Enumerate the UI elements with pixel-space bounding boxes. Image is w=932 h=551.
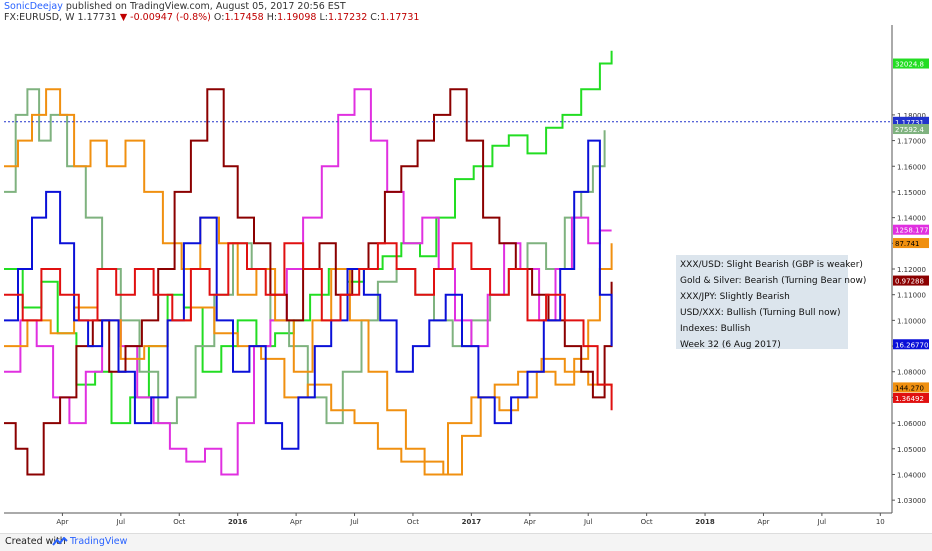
x-tick-label: 2016 <box>228 518 248 526</box>
y-tick-label: 1.11000 <box>897 292 926 300</box>
x-tick-label: 2018 <box>695 518 715 526</box>
value-label-bg <box>893 339 929 350</box>
publish-info: published on TradingView.com, August 05,… <box>65 1 346 12</box>
x-tick-label: Apr <box>524 518 536 526</box>
value-label: 1.36492 <box>895 395 924 403</box>
y-tick-label: 1.04000 <box>897 471 926 479</box>
value-label: 0.97288 <box>895 278 924 286</box>
value-label: 87.741 <box>895 240 920 248</box>
note-line: USD/XXX: Bullish (Turning Bull now) <box>680 308 841 318</box>
x-tick-label: Oct <box>641 518 653 526</box>
x-tick-label: Jul <box>116 518 126 526</box>
y-tick-label: 1.14000 <box>897 215 926 223</box>
high-label: H: <box>266 12 278 23</box>
note-line: Indexes: Bullish <box>680 324 751 334</box>
symbol-line: FX:EURUSD, W 1.17731 ▼ -0.00947 (-0.8%) … <box>4 12 419 23</box>
price-line-label: 1.17731 <box>895 119 924 127</box>
symbol-label: FX:EURUSD, W <box>4 12 75 23</box>
notes-box: XXX/USD: Slight Bearish (GBP is weaker) … <box>676 255 866 350</box>
y-tick-label: 1.05000 <box>897 446 926 454</box>
value-label-bg <box>893 58 929 69</box>
value-label-bg <box>893 392 929 403</box>
created-with-label: Created with <box>5 536 66 547</box>
x-tick-label: Jul <box>349 518 359 526</box>
series-line-7 <box>4 242 613 411</box>
y-tick-label: 1.08000 <box>897 369 926 377</box>
y-tick-label: 1.18000 <box>897 112 926 120</box>
close-label: C: <box>370 12 381 23</box>
x-tick-label: Apr <box>56 518 68 526</box>
price-change: -0.00947 (-0.8%) <box>130 12 211 23</box>
y-tick-label: 1.03000 <box>897 497 926 505</box>
y-tick-label: 1.12000 <box>897 266 926 274</box>
open-label: O: <box>213 12 225 23</box>
value-label: 27592.4 <box>895 126 924 134</box>
value-label-bg <box>893 275 929 286</box>
y-tick-label: 1.17000 <box>897 138 926 146</box>
value-label-bg <box>893 382 929 393</box>
note-line: XXX/USD: Slight Bearish (GBP is weaker) <box>680 260 863 270</box>
tradingview-logo-icon[interactable] <box>52 537 68 547</box>
price-line-label-bg <box>893 116 929 127</box>
value-label: 16.26770 <box>895 341 928 349</box>
high-value: 1.19098 <box>277 12 317 23</box>
x-tick-label: Jul <box>583 518 593 526</box>
value-label-bg <box>893 238 929 249</box>
x-tick-label: Jul <box>817 518 827 526</box>
tradingview-link[interactable]: TradingView <box>70 536 128 547</box>
value-labels: 1.17731 32024.8 27592.4 1258.177 87.741 0.972… <box>893 58 929 403</box>
x-tick-label: 10 <box>876 518 885 526</box>
x-axis[interactable]: Apr Jul Oct 2016 Apr Jul Oct 2017 Apr Jul Oct 2018 A… <box>4 512 892 526</box>
series-layer <box>4 50 613 476</box>
low-value: 1.17232 <box>327 12 368 23</box>
low-label: L: <box>319 12 328 23</box>
note-line: Gold & Silver: Bearish (Turning Bear now… <box>680 276 867 286</box>
series-line-0 <box>4 50 613 425</box>
publish-line: SonicDeejay published on TradingView.com… <box>4 1 346 12</box>
close-value: 1.17731 <box>380 12 420 23</box>
x-tick-label: Oct <box>407 518 419 526</box>
value-label: 1258.177 <box>895 227 928 235</box>
author-link[interactable]: SonicDeejay <box>4 1 63 12</box>
last-price: 1.17731 <box>77 12 117 23</box>
value-label-bg <box>893 224 929 235</box>
chart-header: SonicDeejay published on TradingView.com… <box>0 0 932 24</box>
x-tick-label: Oct <box>173 518 185 526</box>
value-label: 144.270 <box>895 384 924 392</box>
y-tick-label: 1.16000 <box>897 163 926 171</box>
note-line: XXX/JPY: Slightly Bearish <box>680 292 790 302</box>
x-tick-label: Apr <box>290 518 302 526</box>
value-label: 32024.8 <box>895 61 924 69</box>
series-line-6 <box>4 139 613 450</box>
open-value: 1.17458 <box>224 12 264 23</box>
x-tick-label: 2017 <box>462 518 482 526</box>
y-tick-label: 1.06000 <box>897 420 926 428</box>
chart-area[interactable]: 1.180001.170001.160001.150001.140001.130… <box>0 25 932 533</box>
down-arrow-icon: ▼ <box>119 12 128 23</box>
y-tick-label: 1.15000 <box>897 189 926 197</box>
value-label-bg <box>893 124 929 135</box>
footer-bar: Created with TradingView <box>0 533 932 551</box>
x-tick-label: Apr <box>757 518 769 526</box>
note-line: Week 32 (6 Aug 2017) <box>680 340 781 350</box>
y-tick-label: 1.10000 <box>897 317 926 325</box>
